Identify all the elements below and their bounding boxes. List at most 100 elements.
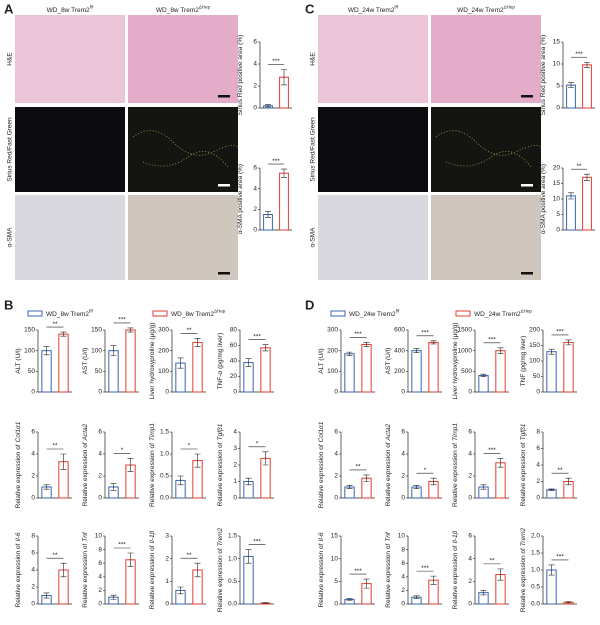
y-tick-label: 200 [158,347,169,354]
y-tick-label: 15 [331,533,339,540]
bar [478,374,489,393]
micrograph [15,107,125,192]
y-tick-label: 0 [401,389,405,396]
significance: * [424,467,427,474]
error-bar [346,598,353,601]
y-axis-label: Relative expression of Tgfβ1 [217,423,224,506]
y-label-text: AST (U/l) [385,348,392,375]
y-tick-label: 400 [394,347,405,354]
y-label-gene: Tnf [82,531,89,542]
error-bar [60,331,67,337]
y-axis-label: Relative expression ofActa2 [385,423,392,506]
y-tick-label: 600 [394,327,405,334]
error-bar [194,562,201,578]
y-axis-label: Relative expression of Il-6 [15,532,22,607]
error-bar [480,373,487,378]
y-label-text: α-SMA positive area (%) [237,164,244,234]
y-tick-label: 20 [553,165,561,172]
y-tick-label: 150 [91,327,102,334]
y-label-text: α-SMA positive area (%) [540,164,547,234]
y-tick-label: 4 [253,185,257,192]
bar [546,489,557,499]
error-bar [194,453,201,468]
y-tick-label: 8 [31,533,35,540]
error-bar [262,602,269,604]
genotype-sup: ΔHep [521,309,533,314]
y-tick-label: 2 [536,478,540,485]
y-tick-label: 6 [334,429,338,436]
y-tick-label: 1000 [458,347,473,354]
error-bar [413,595,420,599]
genotype-label: WD_8w Trem2ΔHep [156,5,211,14]
y-tick-label: 40 [230,358,238,365]
y-label-text: Liver hydroxyproline (μg/g) [452,322,459,399]
bar [428,341,439,393]
y-label-text: Relative expression of [385,442,392,506]
error-bar [480,484,487,490]
y-label-text: Relative expression of [82,544,89,608]
y-axis-label: Relative expression ofActa2 [82,423,89,506]
genotype-sup: f/f [396,309,401,314]
y-tick-label: 50 [533,373,541,380]
y-tick-label: 4 [468,555,472,562]
genotype-text: WD_24w Trem2 [349,311,396,318]
error-bar [565,601,572,604]
significance: *** [421,565,429,572]
y-tick-label: 1.5 [228,533,237,540]
y-tick-label: 2 [468,473,472,480]
y-tick-label: 0 [31,601,35,608]
y-tick-label: 2 [98,473,102,480]
y-tick-label: 300 [327,327,338,334]
y-tick-label: 2 [31,473,35,480]
significance: *** [556,329,564,336]
y-tick-label: 4 [233,429,237,436]
y-axis-label: Liver hydroxyproline (μg/g) [149,322,156,399]
y-tick-label: 0.5 [531,584,540,591]
genotype-text: WD_8w Trem2 [46,311,89,318]
significance: * [188,443,191,450]
y-tick-label: 0 [31,389,35,396]
y-tick-label: 0 [334,495,338,502]
y-tick-label: 6 [253,39,257,46]
y-tick-label: 200 [529,327,540,334]
error-bar [262,344,269,352]
significance: ** [52,321,58,328]
y-label-text: Relative expression of [452,443,459,507]
y-label-gene: Trem2 [217,527,224,546]
scale-bar [521,95,533,98]
error-bar [363,578,370,589]
error-bar [127,458,134,472]
y-tick-label: 10 [331,555,339,562]
y-tick-label: 0 [536,389,540,396]
y-axis-label: Sirius Red positive area (%) [540,35,547,116]
error-bar [127,552,134,567]
error-bar [177,475,184,486]
panel-letter: C [305,1,315,16]
y-label-text: Relative expression of [385,544,392,608]
y-label-text: Relative expression of [452,545,459,609]
error-bar [584,61,590,68]
y-tick-label: 2 [233,462,237,469]
y-tick-label: 5 [556,83,560,90]
y-tick-label: 0 [334,601,338,608]
bar [243,555,254,605]
y-label-gene: Il-6 [15,532,22,541]
y-tick-label: 1.5 [160,429,169,436]
significance: *** [488,336,496,343]
y-tick-label: 4 [401,574,405,581]
y-tick-label: 3 [233,445,237,452]
error-bar [43,346,50,356]
y-label-gene: Tgfβ1 [520,423,527,440]
y-label-text: Sirius Red positive area (%) [540,35,547,116]
scale-bar [218,272,230,275]
y-tick-label: 10 [553,196,561,203]
image-row-label: α-SMA [7,227,14,248]
y-tick-label: 4 [98,451,102,458]
y-tick-label: 6 [31,429,35,436]
genotype-label: WD_24w Trem2ΔHep [474,309,532,318]
fiber-texture [435,130,542,168]
y-axis-label: Relative expression of Il-1β [149,530,156,609]
y-tick-label: 0 [253,105,257,112]
y-tick-label: 1.5 [531,550,540,557]
error-bar [565,477,572,486]
